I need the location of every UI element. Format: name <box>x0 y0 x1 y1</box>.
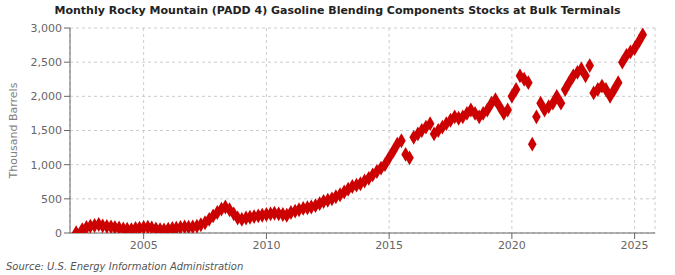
svg-text:2015: 2015 <box>375 239 403 252</box>
svg-text:500: 500 <box>41 193 62 206</box>
svg-text:0: 0 <box>55 227 62 240</box>
svg-text:2010: 2010 <box>252 239 280 252</box>
svg-text:2005: 2005 <box>130 239 158 252</box>
html-text:Source: U.S. Energy Informatio: Source: U.S. Energy Information Administ… <box>6 261 244 272</box>
svg-text:2025: 2025 <box>621 239 649 252</box>
svg-text:1,500: 1,500 <box>31 124 63 137</box>
svg-text:2,500: 2,500 <box>31 56 63 69</box>
svg-text:3,000: 3,000 <box>31 22 63 35</box>
svg-text:Thousand Barrels: Thousand Barrels <box>8 82 20 179</box>
svg-text:1,000: 1,000 <box>31 159 63 172</box>
svg-text:2020: 2020 <box>498 239 526 252</box>
svg-text:2,000: 2,000 <box>31 90 63 103</box>
html-text:Monthly Rocky Mountain (PADD 4: Monthly Rocky Mountain (PADD 4) Gasoline… <box>54 4 621 17</box>
